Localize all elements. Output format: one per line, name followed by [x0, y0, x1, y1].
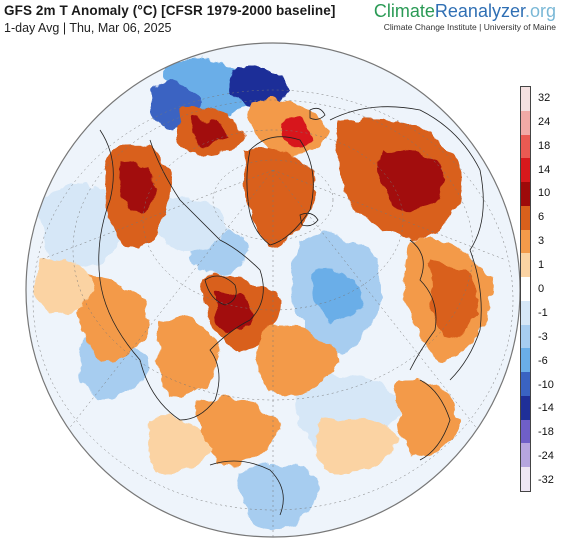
coast-africa — [419, 379, 451, 461]
legend-swatch — [521, 395, 530, 420]
legend-swatch — [521, 300, 530, 325]
brand-logo-part3: .org — [524, 1, 556, 21]
legend-swatch — [521, 182, 530, 206]
legend-tick-label: 18 — [538, 139, 551, 152]
legend-tick-label: -32 — [538, 474, 554, 487]
brand-logo-part1: Climate — [373, 1, 435, 21]
legend-tick-label: 10 — [538, 187, 551, 200]
legend-tick-label: -6 — [538, 354, 548, 367]
warm-region-pacific-nw — [36, 258, 95, 316]
legend-tick-label: -24 — [538, 450, 554, 463]
legend-tick-label: 0 — [538, 283, 545, 295]
legend-swatch — [521, 205, 530, 230]
legend-tick-label: -1 — [538, 306, 548, 319]
legend-tick-label: -10 — [538, 378, 554, 391]
coast-eurasia — [329, 106, 484, 381]
cool-region-arctic-deep — [229, 67, 290, 106]
legend-tick-label: -14 — [538, 402, 554, 415]
coast-greenland — [246, 136, 314, 246]
legend-tick-label: 6 — [538, 211, 545, 224]
legend-swatch — [521, 443, 530, 468]
legend-swatch — [521, 253, 530, 278]
warm-region-europe-core — [429, 260, 480, 339]
legend-swatch — [521, 372, 530, 396]
legend-swatch — [521, 348, 530, 373]
legend-swatch — [521, 134, 530, 159]
coast-south-america — [209, 460, 284, 516]
legend-swatch — [521, 467, 530, 492]
cool-region-south-america — [238, 464, 320, 530]
warm-region-north-atlantic — [256, 328, 340, 396]
warm-region-atlantic-south — [199, 398, 280, 466]
legend-swatch — [521, 324, 530, 349]
brand-block: ClimateReanalyzer.org Climate Change Ins… — [374, 0, 556, 32]
legend-tick-label: 24 — [538, 115, 551, 128]
warm-region-russia-core — [379, 149, 445, 213]
legend-swatch — [521, 110, 530, 135]
warm-region-us-west — [79, 278, 150, 360]
warm-region-us-east — [156, 318, 220, 396]
legend-tick-label: 1 — [538, 259, 545, 272]
cool-region-central-atlantic — [314, 268, 362, 322]
legend-tick-label: 3 — [538, 235, 545, 248]
legend-tick-label: 32 — [538, 91, 551, 104]
warm-region-atlantic-pale — [316, 417, 400, 476]
color-legend-bar — [520, 86, 531, 492]
coast-north-america — [98, 129, 264, 421]
anomaly-field — [26, 43, 520, 537]
legend-swatch — [521, 419, 530, 444]
coast-svalbard — [309, 107, 326, 120]
warm-region-africa — [396, 378, 460, 456]
graticule — [32, 89, 514, 537]
warm-region-hudson-core — [213, 294, 255, 331]
coast-iceland — [299, 212, 319, 227]
map-title: GFS 2m T Anomaly (°C) [CFSR 1979-2000 ba… — [4, 3, 336, 18]
cool-region-canada — [156, 198, 230, 250]
legend-swatch — [521, 229, 530, 254]
warm-region-kara-red — [282, 117, 310, 147]
legend-tick-label: -18 — [538, 426, 554, 439]
brand-logo[interactable]: ClimateReanalyzer.org — [374, 0, 556, 22]
warm-region-caribbean — [146, 418, 210, 473]
legend-swatch — [521, 277, 530, 301]
coast-europe — [409, 239, 437, 371]
coastlines — [98, 106, 484, 516]
warm-region-alaska-core — [122, 162, 158, 211]
map-subtitle: 1-day Avg | Thu, Mar 06, 2025 — [4, 21, 172, 35]
legend-tick-label: -3 — [538, 330, 548, 343]
brand-affiliation: Climate Change Institute | University of… — [383, 22, 556, 32]
brand-logo-part2: Reanalyzer — [434, 1, 525, 21]
legend-swatch — [521, 158, 530, 183]
coast-hudson-bay — [204, 275, 237, 306]
legend-swatch — [521, 87, 530, 111]
warm-region-east-siberian-core — [192, 117, 230, 147]
legend-tick-label: 14 — [538, 163, 551, 176]
